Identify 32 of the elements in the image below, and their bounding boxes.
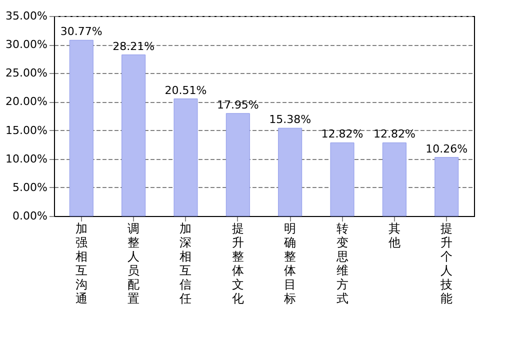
- x-tick-label: 其他: [388, 222, 400, 250]
- x-tick-label: 调整人员配置: [128, 222, 140, 306]
- bar: [226, 113, 250, 216]
- data-label: 17.95%: [216, 98, 259, 112]
- y-tick-label: 25.00%: [6, 66, 48, 80]
- data-label: 12.82%: [321, 128, 364, 141]
- bar: [434, 157, 459, 216]
- x-tick-label: 提升整体文化: [232, 222, 244, 306]
- bar: [122, 54, 146, 216]
- bar: [69, 40, 94, 216]
- bar: [382, 142, 406, 216]
- data-label: 12.82%: [373, 128, 416, 141]
- bar: [330, 142, 354, 216]
- x-tick-label: 加强相互沟通: [75, 222, 88, 306]
- data-label: 28.21%: [112, 40, 155, 53]
- y-tick-label: 0.00%: [12, 210, 48, 222]
- y-tick-label: 35.00%: [6, 10, 48, 22]
- y-tick-label: 10.00%: [6, 152, 48, 166]
- bar: [278, 128, 302, 216]
- y-tick-label: 20.00%: [6, 95, 48, 108]
- x-tick-label: 提升个人技能: [440, 222, 453, 306]
- bar: [174, 98, 198, 216]
- data-label: 10.26%: [426, 142, 468, 156]
- data-label: 20.51%: [164, 84, 207, 97]
- data-label: 30.77%: [60, 25, 102, 38]
- y-tick-label: 15.00%: [6, 124, 48, 137]
- y-tick-label: 5.00%: [12, 180, 48, 194]
- x-tick-label: 转变思维方式: [335, 222, 348, 306]
- data-label: 15.38%: [269, 113, 312, 126]
- x-tick-label: 明确整体目标: [283, 222, 296, 306]
- x-tick-label: 加深相互信任: [178, 222, 192, 306]
- y-tick-label: 30.00%: [6, 38, 48, 52]
